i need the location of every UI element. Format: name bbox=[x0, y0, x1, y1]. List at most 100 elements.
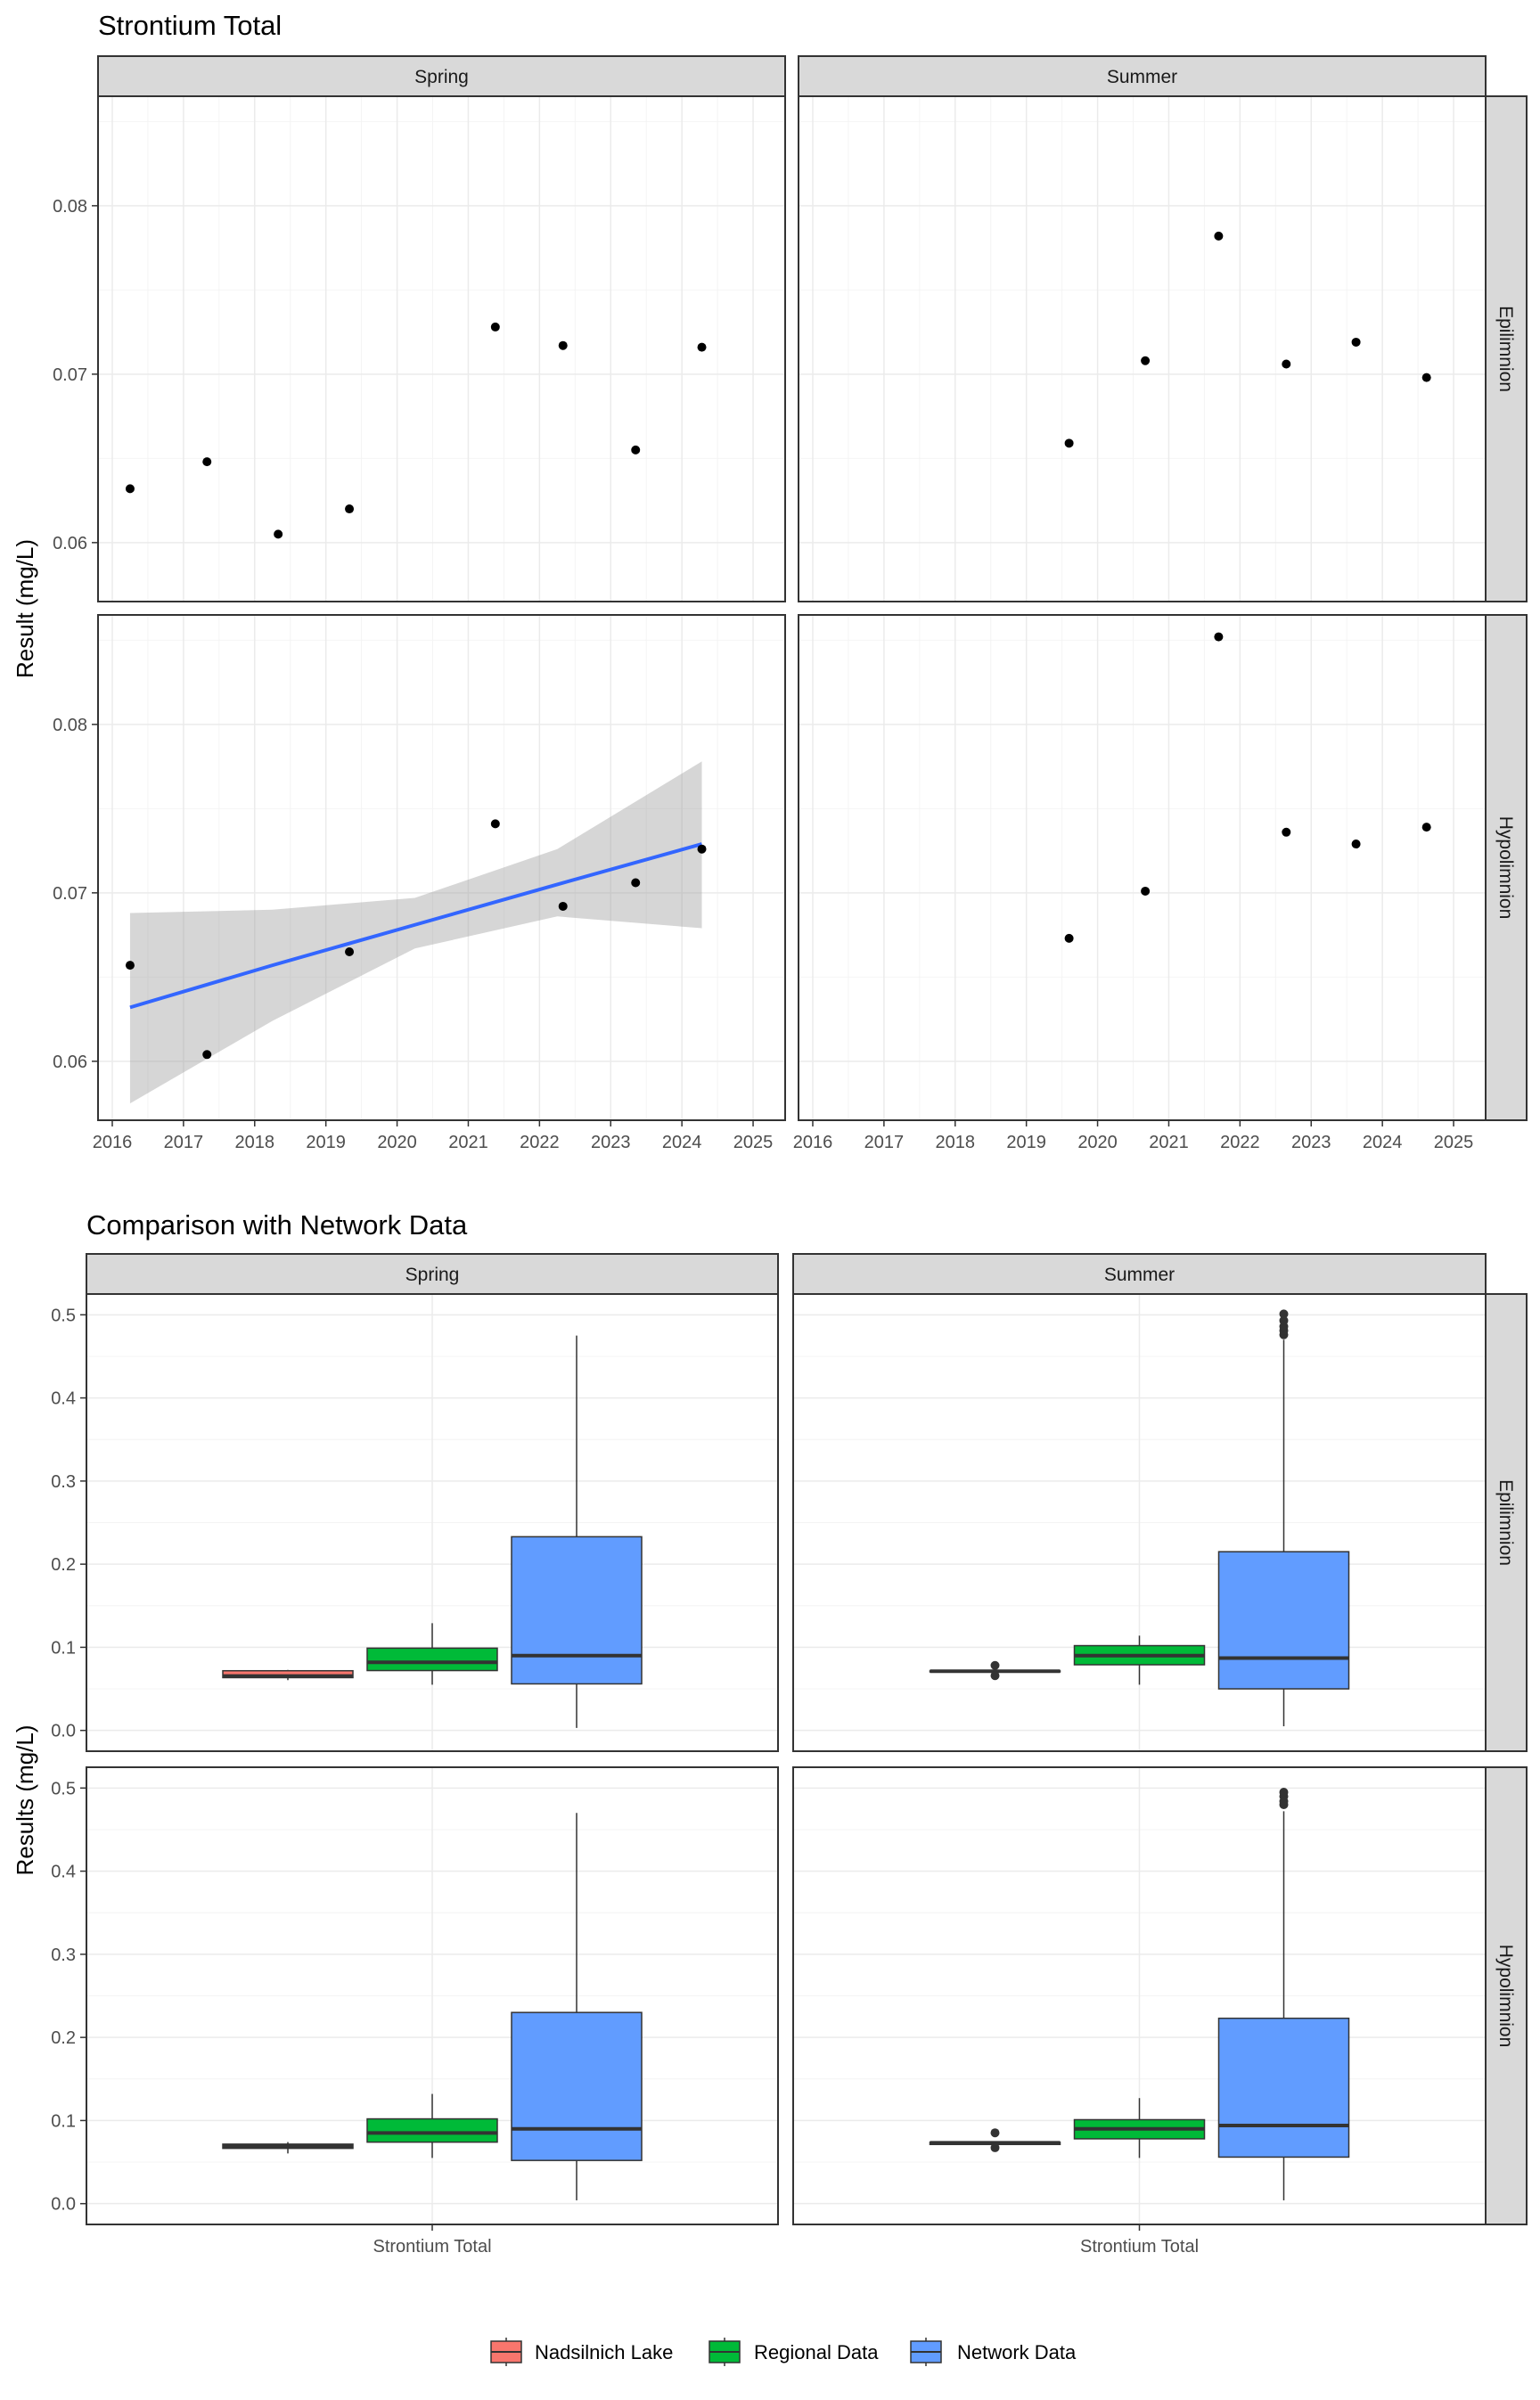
chart-1-strip-hypolimnion: Hypolimnion bbox=[1485, 614, 1528, 1121]
chart-1-y-axis-label: Result (mg/L) bbox=[12, 539, 38, 678]
chart-2-box-network-data-iqr bbox=[1217, 2017, 1350, 2158]
chart-2-strip-hypolimnion: Hypolimnion bbox=[1485, 1766, 1528, 2225]
chart-2-panel-summer-hypolimnion: Strontium Total bbox=[792, 1766, 1487, 2257]
chart-1-data-point bbox=[558, 340, 568, 350]
chart-1-x-tick-label: 2019 bbox=[1006, 1133, 1046, 1152]
chart-1-data-point bbox=[558, 901, 568, 911]
chart-1-panel-summer-hypolimnion-border bbox=[798, 614, 1487, 1121]
chart-2-box-network-data bbox=[511, 1813, 643, 2200]
chart-2-y-tick-label: 0.5 bbox=[51, 1779, 76, 1798]
chart-2-box-nadsilnich-lake bbox=[929, 1660, 1061, 1681]
chart-1-title: Strontium Total bbox=[98, 10, 282, 41]
chart-1-x-tick-label: 2023 bbox=[591, 1133, 631, 1152]
chart-1-data-point bbox=[1064, 438, 1074, 448]
chart-1-x-tick-label: 2021 bbox=[448, 1133, 488, 1152]
chart-2-box-network-data-iqr bbox=[1217, 1551, 1350, 1690]
chart-1-data-point bbox=[1351, 337, 1361, 347]
chart-2-box-nadsilnich-lake-outlier bbox=[990, 1671, 1000, 1681]
chart-1-panels: 0.06 0.07 0.08 0.06 0.07 0.08 2016 2017 2018 2019… bbox=[53, 95, 1487, 1152]
chart-1-x-tick-label: 2024 bbox=[1363, 1133, 1403, 1152]
chart-2-box-regional-data bbox=[1073, 2098, 1206, 2158]
chart-1-data-point bbox=[1141, 356, 1151, 365]
chart-1-strip-spring-label: Spring bbox=[414, 67, 469, 87]
chart-1-data-point bbox=[697, 342, 707, 352]
chart-1-data-point bbox=[490, 322, 500, 332]
chart-1-x-tick-label: 2022 bbox=[520, 1133, 560, 1152]
chart-1-data-point bbox=[1214, 231, 1224, 241]
chart-2-box-network-data bbox=[1217, 1309, 1350, 1727]
chart-2-panel-spring-epilimnion-border bbox=[86, 1293, 779, 1752]
chart-1-panel-summer-epilimnion-background bbox=[799, 96, 1486, 602]
chart-1-x-tick-label: 2024 bbox=[662, 1133, 702, 1152]
chart-1-x-tick-label: 2018 bbox=[936, 1133, 976, 1152]
chart-1-panel-summer-epilimnion-border bbox=[798, 95, 1487, 602]
chart-2-box-nadsilnich-lake-outlier bbox=[990, 2128, 1000, 2138]
chart-1-data-point bbox=[1421, 823, 1431, 832]
chart-1-y-tick-label: 0.06 bbox=[53, 1053, 87, 1072]
chart-1-panel-spring-hypolimnion-border bbox=[97, 614, 786, 1121]
chart-2-y-tick-label: 0.2 bbox=[51, 2028, 76, 2048]
chart-1-x-tick-label: 2020 bbox=[1077, 1133, 1118, 1152]
chart-2-x-tick-label: Strontium Total bbox=[373, 2237, 491, 2257]
chart-1-strip-summer-label: Summer bbox=[1107, 67, 1177, 87]
chart-1-strip-summer: Summer bbox=[798, 55, 1487, 97]
chart-2-box-network-data-iqr bbox=[511, 2011, 643, 2161]
chart-2-box-network-data-outlier bbox=[1279, 1309, 1289, 1319]
chart-1-x-tick-label: 2017 bbox=[164, 1133, 204, 1152]
chart-1-panel-spring-epilimnion-border bbox=[97, 95, 786, 602]
chart-1-x-tick-label: 2019 bbox=[306, 1133, 346, 1152]
chart-2-box-network-data-outlier bbox=[1279, 1315, 1289, 1325]
chart-2-box-network-data-outlier bbox=[1279, 1787, 1289, 1797]
chart-1-panel-spring-hypolimnion-background bbox=[98, 615, 785, 1120]
chart-2-y-tick-label: 0.3 bbox=[51, 1472, 76, 1492]
legend-label-nadsilnich: Nadsilnich Lake bbox=[535, 2341, 673, 2363]
chart-1-data-point bbox=[1214, 632, 1224, 642]
legend-label-network: Network Data bbox=[957, 2341, 1077, 2363]
legend: Nadsilnich Lake Regional Data Network Da… bbox=[490, 2338, 1077, 2366]
chart-1-panel-summer-hypolimnion: 2016 2017 2018 2019 2020 2021 2022 2023 2024 2025 bbox=[793, 614, 1487, 1152]
chart-1-panel-summer-epilimnion bbox=[798, 95, 1487, 602]
chart-2-y-axis-label: Results (mg/L) bbox=[12, 1724, 38, 1875]
chart-2-panel-summer-epilimnion-border bbox=[792, 1293, 1487, 1752]
chart-2-y-tick-label: 0.0 bbox=[51, 1722, 76, 1741]
chart-1-strip-spring: Spring bbox=[97, 55, 786, 97]
chart-2-panel-spring-hypolimnion: 0.0 0.1 0.2 0.3 0.4 0.5 Strontium Total bbox=[51, 1766, 779, 2257]
chart-2-panels: 0.0 0.1 0.2 0.3 0.4 0.5 0.0 0.1 0.2 0.3 0.4 0.5 Stro… bbox=[51, 1293, 1487, 2257]
chart-2-y-tick-label: 0.4 bbox=[51, 1863, 76, 1882]
chart-1-strip-epilimnion: Epilimnion bbox=[1485, 95, 1528, 602]
chart-2-strip-spring: Spring bbox=[86, 1253, 779, 1295]
chart-2-box-network-data bbox=[1217, 1787, 1350, 2200]
chart-2-box-nadsilnich-lake bbox=[222, 2142, 354, 2154]
chart-1-data-point bbox=[1141, 886, 1151, 896]
chart-1-x-tick-label: 2016 bbox=[793, 1133, 833, 1152]
chart-2-box-regional-data bbox=[366, 2093, 498, 2158]
chart-2-panel-summer-epilimnion bbox=[792, 1293, 1487, 1752]
chart-2-box-nadsilnich-lake-outlier bbox=[990, 1660, 1000, 1670]
chart-2-y-tick-label: 0.1 bbox=[51, 2111, 76, 2131]
chart-1-data-point bbox=[697, 844, 707, 854]
chart-1-x-tick-label: 2016 bbox=[93, 1133, 133, 1152]
chart-1-y-tick-label: 0.08 bbox=[53, 716, 87, 735]
chart-1-data-point bbox=[345, 947, 355, 956]
chart-1-x-tick-label: 2022 bbox=[1220, 1133, 1260, 1152]
chart-2-y-tick-label: 0.4 bbox=[51, 1389, 76, 1409]
chart-1-y-tick-label: 0.07 bbox=[53, 884, 87, 904]
chart-2-box-regional-data bbox=[366, 1623, 498, 1685]
chart-1-panel-spring-epilimnion-background bbox=[98, 96, 785, 602]
chart-1-data-point bbox=[1282, 827, 1291, 837]
legend-item-network: Network Data bbox=[910, 2338, 1077, 2366]
chart-2-y-tick-label: 0.2 bbox=[51, 1555, 76, 1575]
chart-1-strip-epilimnion-label: Epilimnion bbox=[1495, 306, 1516, 392]
chart-1-y-tick-label: 0.06 bbox=[53, 534, 87, 553]
chart-2-strip-hypolimnion-label: Hypolimnion bbox=[1495, 1945, 1516, 2048]
chart-2-box-nadsilnich-lake bbox=[222, 1669, 354, 1681]
chart-1-x-tick-label: 2018 bbox=[235, 1133, 275, 1152]
chart-2-strip-summer-label: Summer bbox=[1104, 1265, 1175, 1285]
chart-1-confidence-band bbox=[129, 761, 702, 1104]
chart-1-x-tick-label: 2025 bbox=[1434, 1133, 1474, 1152]
chart-1-data-point bbox=[1064, 933, 1074, 943]
chart-1-data-point bbox=[631, 445, 641, 455]
chart-1-data-point bbox=[1282, 359, 1291, 369]
